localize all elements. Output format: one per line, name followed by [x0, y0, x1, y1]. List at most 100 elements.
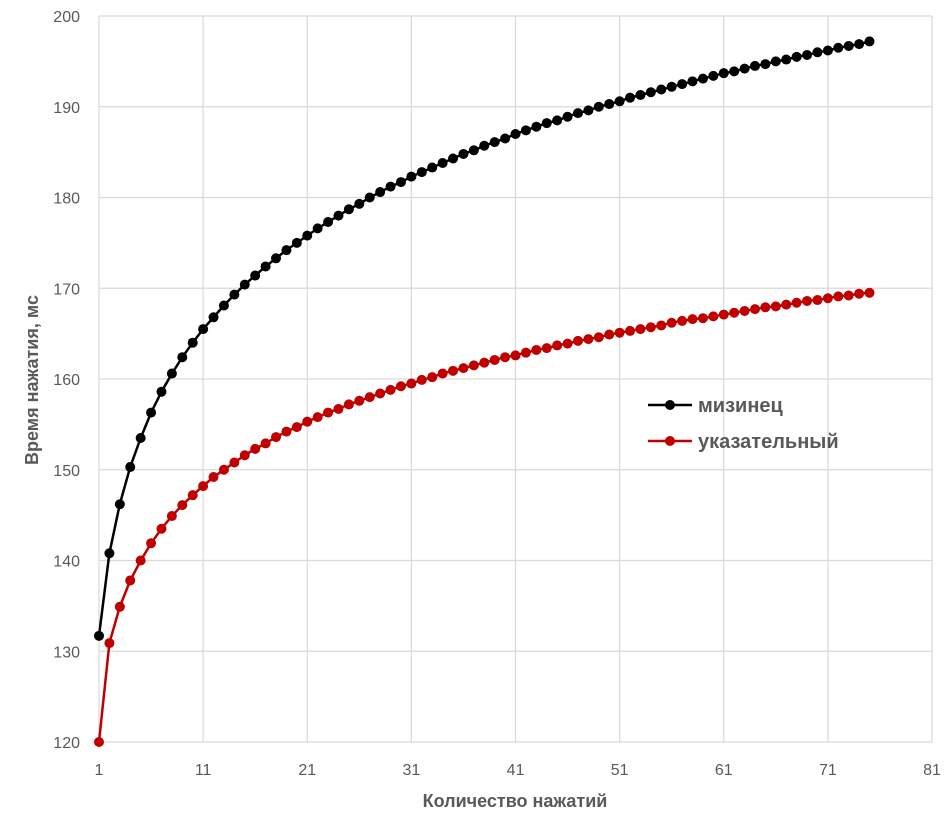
grid: [98, 15, 933, 743]
data-point: [468, 360, 479, 371]
data-point: [729, 66, 740, 77]
data-point: [323, 217, 334, 228]
data-point: [666, 81, 677, 92]
data-point: [354, 198, 365, 209]
data-point: [146, 407, 157, 418]
data-point: [198, 324, 209, 335]
data-point: [250, 443, 261, 454]
data-point: [802, 295, 813, 306]
data-point: [687, 314, 698, 325]
data-point: [645, 87, 656, 98]
data-point: [531, 344, 542, 355]
data-point: [385, 181, 396, 192]
data-point: [125, 575, 136, 586]
data-point: [729, 307, 740, 318]
data-point: [468, 145, 479, 156]
data-point: [822, 45, 833, 56]
data-point: [541, 118, 552, 129]
data-point: [510, 128, 521, 139]
data-point: [677, 79, 688, 90]
legend-swatch-marker: [665, 436, 675, 446]
data-point: [843, 290, 854, 301]
y-tick-label: 190: [53, 100, 80, 117]
legend-label: указательный: [698, 431, 839, 453]
data-point: [218, 300, 229, 311]
data-point: [864, 287, 875, 298]
data-point: [166, 511, 177, 522]
data-point: [260, 261, 271, 272]
data-point: [208, 312, 219, 323]
data-point: [791, 51, 802, 62]
legend: мизинец указательный: [648, 395, 839, 453]
data-point: [364, 392, 375, 403]
data-point: [854, 288, 865, 299]
data-point: [343, 399, 354, 410]
data-point: [291, 237, 302, 248]
data-point: [198, 481, 209, 492]
data-point: [708, 70, 719, 81]
data-point: [114, 601, 125, 612]
y-tick-label: 160: [53, 372, 80, 389]
data-point: [177, 352, 188, 363]
data-point: [479, 357, 490, 368]
x-tick-label: 21: [298, 762, 316, 779]
data-point: [458, 148, 469, 159]
y-axis-title: Время нажатия, мс: [22, 295, 42, 465]
data-point: [333, 403, 344, 414]
data-point: [375, 388, 386, 399]
y-tick-label: 180: [53, 191, 80, 208]
data-point: [625, 325, 636, 336]
data-point: [770, 301, 781, 312]
data-point: [625, 92, 636, 103]
x-tick-label: 31: [402, 762, 420, 779]
series-line: [97, 40, 870, 636]
data-point: [635, 89, 646, 100]
data-point: [520, 347, 531, 358]
data-point: [427, 162, 438, 173]
data-point: [583, 105, 594, 116]
data-point: [697, 73, 708, 84]
data-point: [135, 555, 146, 566]
data-point: [656, 320, 667, 331]
data-point: [125, 462, 136, 473]
data-point: [760, 302, 771, 313]
data-point: [593, 101, 604, 112]
y-tick-label: 150: [53, 463, 80, 480]
data-point: [239, 279, 250, 290]
y-tick-label: 200: [53, 9, 80, 26]
data-point: [656, 84, 667, 95]
data-point: [510, 350, 521, 361]
data-point: [843, 40, 854, 51]
data-point: [395, 177, 406, 188]
y-tick-label: 130: [53, 644, 80, 661]
legend-label: мизинец: [698, 395, 784, 417]
data-point: [281, 426, 292, 437]
data-point: [531, 121, 542, 132]
data-point: [572, 335, 583, 346]
data-point: [333, 210, 344, 221]
data-point: [135, 432, 146, 443]
data-point: [395, 381, 406, 392]
data-point: [614, 96, 625, 107]
data-point: [416, 374, 427, 385]
data-point: [323, 407, 334, 418]
data-point: [666, 317, 677, 328]
legend-item: указательный: [648, 431, 839, 453]
legend-item: мизинец: [648, 395, 784, 417]
data-point: [812, 47, 823, 58]
y-tick-label: 170: [53, 281, 80, 298]
data-point: [166, 368, 177, 379]
x-axis-title: Количество нажатий: [423, 791, 608, 811]
data-point: [833, 291, 844, 302]
data-point: [229, 289, 240, 300]
data-point: [458, 363, 469, 374]
data-point: [208, 472, 219, 483]
data-point: [250, 270, 261, 281]
data-point: [572, 108, 583, 119]
data-point: [94, 630, 104, 641]
data-point: [187, 337, 198, 348]
x-tick-label: 51: [611, 762, 629, 779]
data-point: [416, 167, 427, 178]
x-tick-label: 41: [507, 762, 525, 779]
